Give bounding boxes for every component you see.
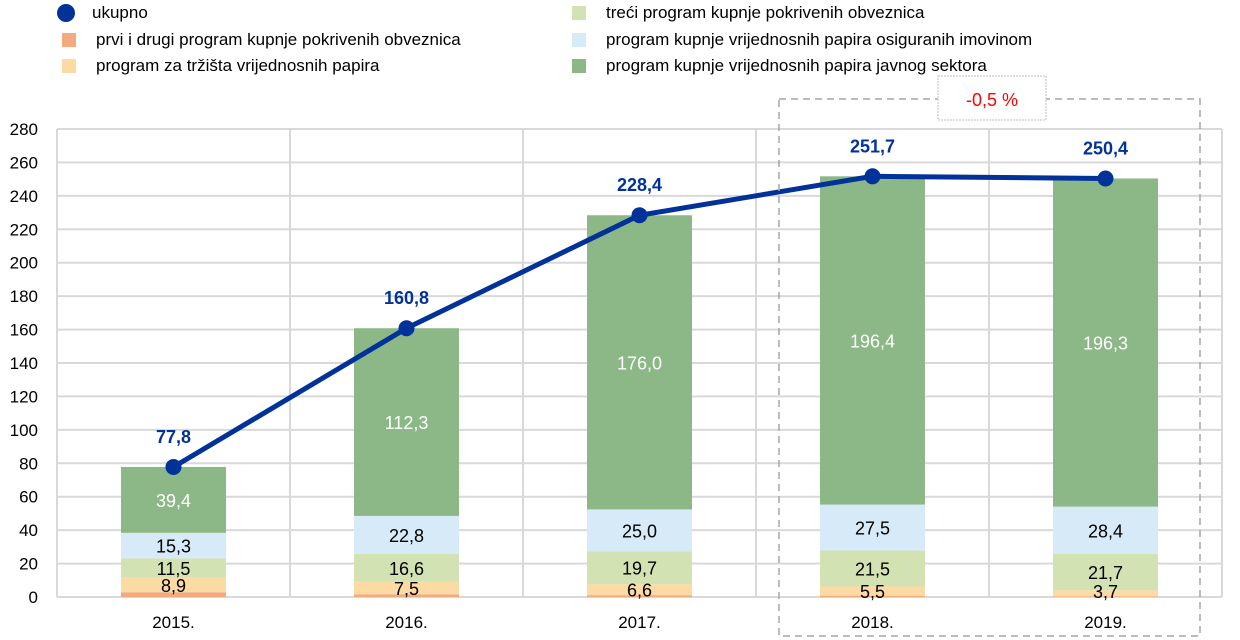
bar-segment	[587, 595, 692, 597]
bar-segment	[354, 328, 459, 516]
x-tick-label: 2017.	[618, 613, 661, 632]
bar-data-label: 11,5	[157, 559, 191, 579]
bar-segment	[587, 215, 692, 510]
legend-label: program kupnje vrijednosnih papira osigu…	[606, 30, 1033, 49]
y-tick-label: 80	[19, 454, 38, 473]
bar-segment	[1053, 178, 1158, 507]
y-tick-label: 100	[10, 421, 38, 440]
total-data-label: 250,4	[1083, 138, 1128, 158]
bar-data-label: 196,4	[850, 331, 895, 351]
total-point	[165, 458, 182, 475]
legend-label: ukupno	[92, 3, 148, 22]
annotation-label: -0,5 %	[966, 90, 1018, 110]
y-tick-label: 180	[10, 287, 38, 306]
total-point	[398, 320, 415, 337]
y-tick-label: 200	[10, 254, 38, 273]
bar-data-label: 196,3	[1083, 334, 1128, 354]
x-tick-label: 2015.	[152, 613, 195, 632]
bar-segment	[354, 515, 459, 555]
total-point	[864, 168, 881, 185]
y-tick-label: 0	[29, 588, 38, 607]
bar-data-label: 22,8	[389, 526, 424, 546]
x-tick-label: 2019.	[1084, 613, 1127, 632]
bar-segment	[354, 554, 459, 582]
bar-data-label: 25,0	[622, 521, 657, 541]
bar-data-label: 28,4	[1088, 521, 1123, 541]
legend-label: program kupnje vrijednosnih papira javno…	[606, 56, 987, 75]
bar-data-label: 27,5	[855, 519, 890, 539]
y-tick-label: 160	[10, 321, 38, 340]
legend-swatch	[572, 33, 586, 47]
bar-segment	[121, 532, 226, 559]
total-point	[1097, 170, 1114, 187]
bar-data-label: 15,3	[156, 537, 191, 557]
y-tick-label: 220	[10, 220, 38, 239]
y-tick-label: 280	[10, 120, 38, 139]
bar-data-label: 8,9	[161, 576, 186, 596]
bar-segment	[121, 558, 226, 578]
bar-segment	[1053, 554, 1158, 591]
bar-segment	[587, 551, 692, 585]
y-tick-label: 260	[10, 153, 38, 172]
total-data-label: 251,7	[850, 136, 895, 156]
total-data-label: 77,8	[156, 427, 191, 447]
bar-segment	[820, 504, 925, 551]
bar-segment	[1053, 596, 1158, 597]
legend-label: treći program kupnje pokrivenih obveznic…	[606, 3, 925, 22]
bar-data-label: 21,7	[1088, 563, 1123, 583]
bar-data-label: 7,5	[394, 579, 419, 599]
legend-swatch	[572, 59, 586, 73]
legend-label: prvi i drugi program kupnje pokrivenih o…	[96, 30, 461, 49]
y-tick-label: 40	[19, 521, 38, 540]
x-tick-label: 2016.	[385, 613, 428, 632]
bar-segment	[1053, 506, 1158, 555]
bar-segment	[121, 466, 226, 533]
bar-data-label: 3,7	[1093, 582, 1118, 602]
bar-data-label: 19,7	[622, 559, 657, 579]
bar-data-label: 5,5	[860, 582, 885, 602]
bar-data-label: 39,4	[156, 491, 191, 511]
bar-segment	[820, 176, 925, 505]
total-point	[631, 207, 648, 224]
annotation-box	[937, 75, 1047, 121]
bar-segment	[121, 577, 226, 593]
bar-data-label: 21,5	[855, 560, 890, 580]
bar-segment	[820, 586, 925, 596]
bar-segment	[354, 594, 459, 597]
legend-dot-icon	[57, 4, 75, 22]
y-tick-label: 120	[10, 387, 38, 406]
legend-swatch	[62, 33, 76, 47]
bar-segment	[354, 581, 459, 595]
bar-segment	[1053, 590, 1158, 597]
legend-swatch	[572, 6, 586, 20]
total-data-label: 228,4	[617, 175, 662, 195]
bar-data-label: 176,0	[617, 353, 662, 373]
bar-segment	[587, 509, 692, 552]
bar-segment	[820, 550, 925, 587]
y-tick-label: 240	[10, 187, 38, 206]
legend-swatch	[62, 59, 76, 73]
bar-data-label: 6,6	[627, 581, 652, 601]
y-tick-label: 60	[19, 488, 38, 507]
total-data-label: 160,8	[384, 288, 429, 308]
bar-segment	[587, 584, 692, 596]
bar-segment	[121, 592, 226, 597]
legend-label: program za tržišta vrijednosnih papira	[96, 56, 380, 75]
bar-data-label: 16,6	[389, 559, 424, 579]
y-tick-label: 20	[19, 555, 38, 574]
bar-data-label: 112,3	[385, 413, 429, 433]
y-tick-label: 140	[10, 354, 38, 373]
bar-segment	[820, 595, 925, 597]
x-tick-label: 2018.	[851, 613, 894, 632]
